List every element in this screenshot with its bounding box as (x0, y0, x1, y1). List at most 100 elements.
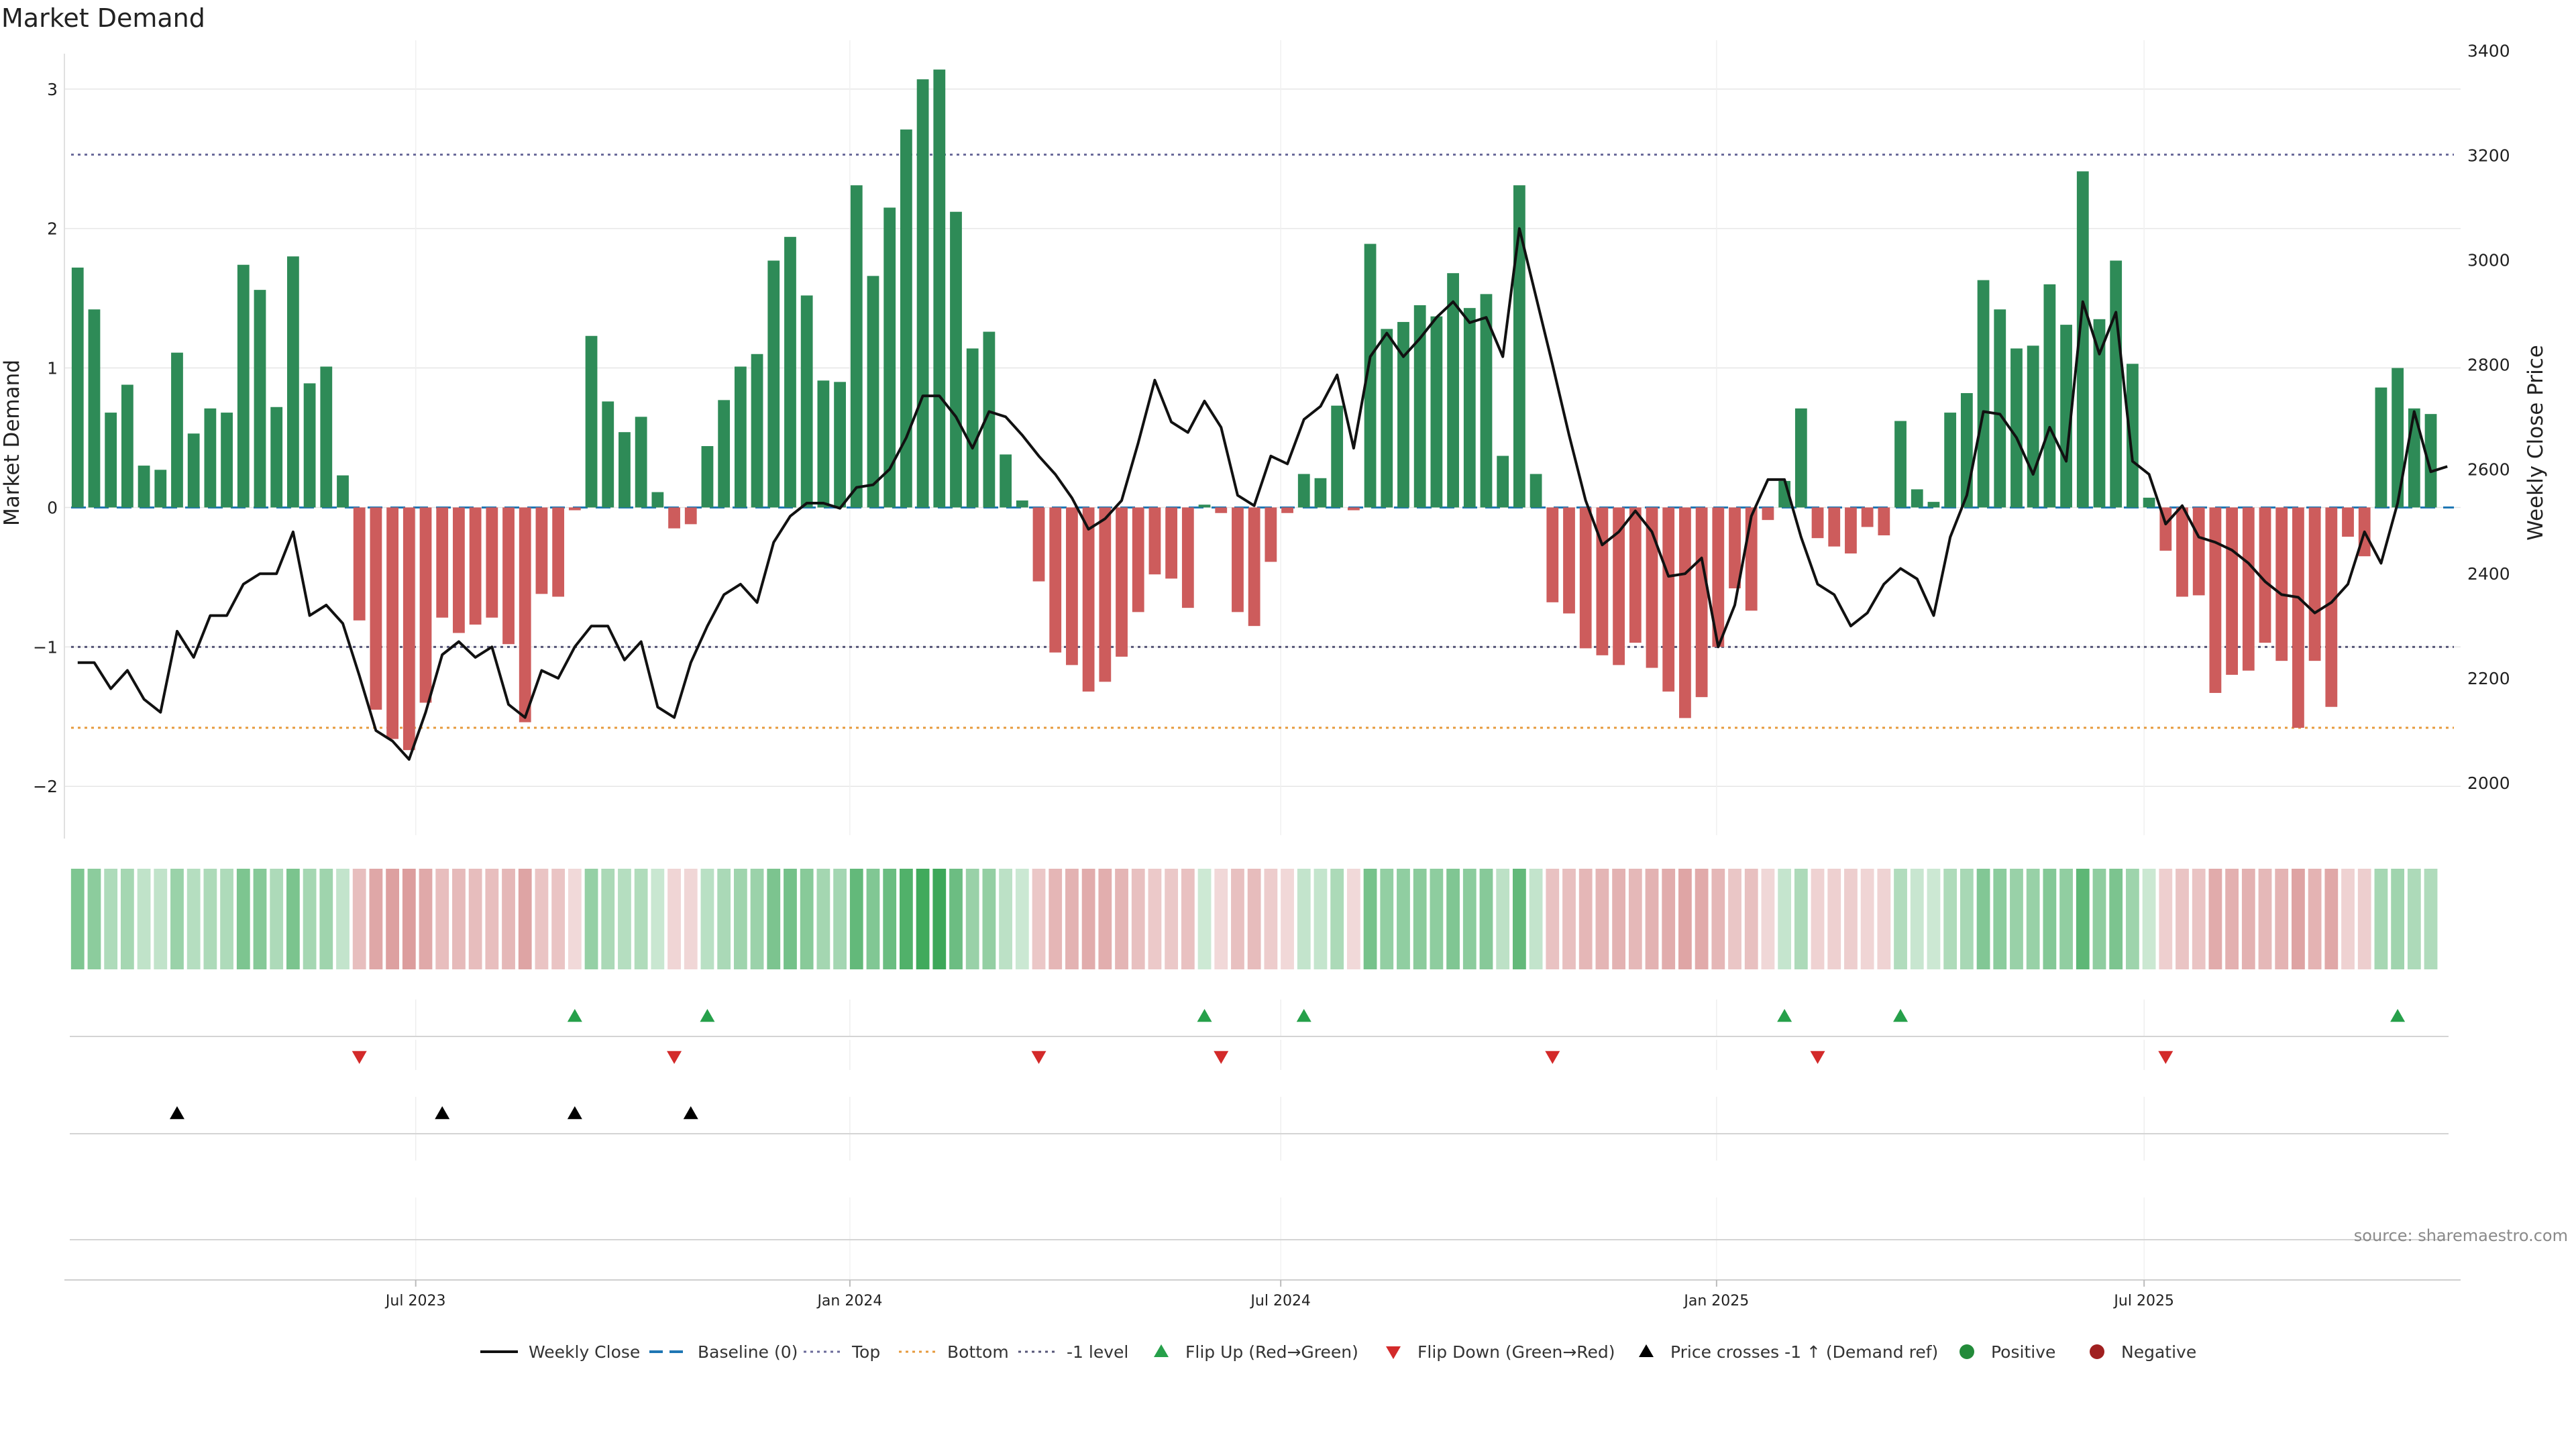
demand-bar (1845, 507, 1857, 554)
demand-bar (734, 366, 747, 508)
price-cross-marker (683, 1106, 698, 1120)
strip-cell (1927, 869, 1941, 969)
demand-bar (1181, 507, 1194, 608)
demand-bar (718, 400, 731, 508)
flip-up-marker (700, 1009, 715, 1022)
x-axis: Jul 2023 Jan 2024 Jul 2024 Jan 2025 Jul 2025 (64, 1279, 2461, 1309)
demand-bar (1811, 507, 1824, 539)
weekly-close-line-group (77, 227, 2448, 761)
demand-bar (1430, 316, 1443, 508)
demand-bar (1828, 507, 1841, 547)
strip-cell (1231, 869, 1244, 969)
strip-cell (1148, 869, 1162, 969)
strip-cell (1645, 869, 1659, 969)
strip-cell (1910, 869, 1924, 969)
strip-cell (750, 869, 764, 969)
strip-cell (965, 869, 979, 969)
strip-cell (684, 869, 698, 969)
legend-item-neg: Negative (2090, 1342, 2196, 1362)
demand-bar (1016, 500, 1028, 508)
strip-cell (1529, 869, 1543, 969)
strip-cell (369, 869, 383, 969)
strip-cell (999, 869, 1013, 969)
price-cross-marker (435, 1106, 450, 1120)
demand-bar (370, 507, 382, 710)
demand-bar (2192, 507, 2205, 596)
demand-bar (386, 507, 399, 739)
demand-bar (552, 507, 565, 597)
strip-cell (1993, 869, 2007, 969)
strip-cell (1612, 869, 1625, 969)
legend-item-pos: Positive (1960, 1342, 2055, 1362)
demand-bar (2259, 507, 2271, 643)
demand-bar (1729, 507, 1741, 589)
flip-up-marker (1296, 1009, 1311, 1022)
strip-cell (1877, 869, 1891, 969)
demand-bar (619, 432, 631, 508)
demand-bar (1099, 507, 1112, 682)
strip-cell (1397, 869, 1410, 969)
demand-bar (1364, 244, 1377, 508)
demand-bar (1513, 185, 1525, 508)
strip-cell (651, 869, 665, 969)
strip-cell (2192, 869, 2206, 969)
strip-cell (435, 869, 449, 969)
legend-label: Positive (1991, 1342, 2055, 1362)
strip-cell (2407, 869, 2421, 969)
demand-strip (70, 869, 2438, 969)
strip-cell (1695, 869, 1709, 969)
strip-cell (502, 869, 515, 969)
strip-cell (1065, 869, 1079, 969)
demand-bar (1794, 408, 1807, 508)
demand-bar (1314, 478, 1327, 508)
strip-cell (203, 869, 217, 969)
flip-down-marker (667, 1051, 682, 1064)
legend-item-close: Weekly Close (480, 1342, 640, 1362)
strip-cell (1297, 869, 1311, 969)
demand-bar (635, 417, 647, 508)
strip-cell (1894, 869, 1907, 969)
strip-cell (535, 869, 549, 969)
strip-cell (784, 869, 797, 969)
y-tick-right: 3200 (2467, 146, 2510, 166)
strip-cell (883, 869, 897, 969)
strip-cell (767, 869, 781, 969)
strip-cell (419, 869, 433, 969)
demand-bar (1413, 305, 1426, 508)
strip-cell (584, 869, 598, 969)
flip-down-marker (1545, 1051, 1560, 1064)
strip-cell (1844, 869, 1858, 969)
strip-cell (1081, 869, 1095, 969)
demand-bar (2060, 325, 2072, 508)
strip-cell (2391, 869, 2405, 969)
strip-cell (2241, 869, 2255, 969)
y-axes: 3 2 1 0 −1 −2 3400 3200 3000 2800 2600 2400 2200 2000 (33, 42, 2510, 797)
demand-bar (900, 129, 912, 508)
demand-bar (2226, 507, 2238, 675)
flip-up-marker (1777, 1009, 1792, 1022)
strip-cell (336, 869, 350, 969)
flip-down-marker (2158, 1051, 2174, 1064)
legend-swatch-flip-down (1386, 1346, 1401, 1359)
demand-bar (1994, 309, 2006, 508)
strip-cell (2225, 869, 2239, 969)
demand-bar (867, 276, 879, 508)
flip-up-marker (1197, 1009, 1212, 1022)
demand-bar (1695, 507, 1708, 698)
demand-bar (2043, 284, 2056, 508)
y-tick-right: 2800 (2467, 355, 2510, 374)
demand-bar (2242, 507, 2255, 671)
demand-bar (469, 507, 482, 625)
flip-down-marker (1214, 1051, 1229, 1064)
strip-cell (1860, 869, 1874, 969)
strip-cell (2374, 869, 2388, 969)
strip-cell (1015, 869, 1029, 969)
price-cross-marker (567, 1106, 582, 1120)
demand-bar (1579, 507, 1592, 649)
strip-cell (137, 869, 151, 969)
demand-bar (502, 507, 515, 645)
strip-cell (2292, 869, 2305, 969)
legend-label: Negative (2121, 1342, 2196, 1362)
strip-cell (468, 869, 482, 969)
demand-bar (1662, 507, 1675, 692)
